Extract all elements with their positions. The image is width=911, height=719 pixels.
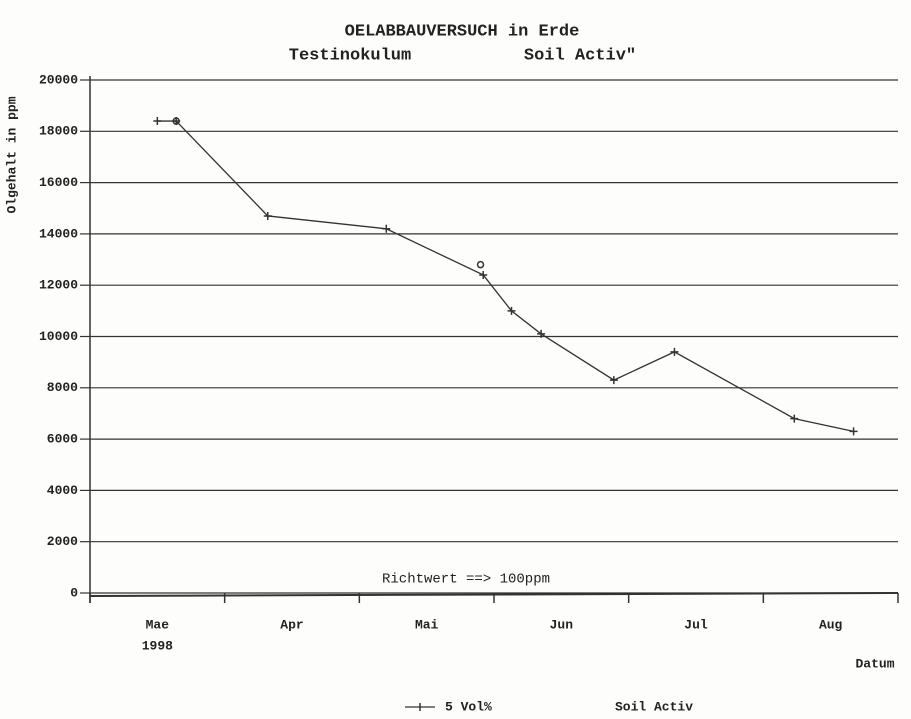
- y-tick-label: 10000: [39, 329, 78, 344]
- y-tick-label: 0: [70, 585, 78, 600]
- data-point: [609, 376, 618, 385]
- data-point: [790, 414, 799, 423]
- chart-subtitle: Testinokulum: [289, 46, 411, 65]
- y-tick-label: 18000: [39, 124, 78, 139]
- x-tick-label: Jun: [550, 617, 574, 632]
- data-point: [670, 347, 679, 356]
- y-tick-label: 16000: [39, 175, 78, 190]
- data-point: [849, 427, 858, 436]
- x-tick-label: Mae: [146, 617, 170, 632]
- data-point: [263, 211, 272, 220]
- y-axis-label: Olgehalt in ppm: [4, 96, 19, 213]
- y-tick-label: 6000: [47, 432, 78, 447]
- series-line: [157, 120, 854, 433]
- x-tick-label: Aug: [819, 617, 843, 632]
- data-point: [476, 260, 485, 269]
- y-tick-label: 2000: [47, 534, 78, 549]
- x-tick-label: Apr: [280, 617, 303, 632]
- chart-subtitle: Soil Activ": [524, 46, 636, 65]
- data-point: [537, 329, 546, 338]
- y-tick-label: 12000: [39, 278, 78, 293]
- x-year-label: 1998: [142, 638, 173, 653]
- data-point: [153, 117, 162, 126]
- x-tick-label: Mai: [415, 617, 439, 632]
- y-tick-label: 20000: [39, 72, 78, 87]
- y-tick-label: 4000: [47, 483, 78, 498]
- data-point: [479, 270, 488, 279]
- y-tick-label: 14000: [39, 226, 78, 241]
- legend-label: Soil Activ: [615, 699, 693, 714]
- chart-title: OELABBAUVERSUCH in Erde: [345, 22, 580, 41]
- x-tick-label: Jul: [684, 617, 708, 632]
- data-point: [507, 306, 516, 315]
- legend-label: 5 Vol%: [445, 699, 492, 714]
- data-point: [382, 224, 391, 233]
- annotation: Richtwert ==> 100ppm: [382, 572, 550, 588]
- data-point: [172, 117, 180, 125]
- y-tick-label: 8000: [47, 380, 78, 395]
- x-axis-label: Datum: [855, 656, 894, 671]
